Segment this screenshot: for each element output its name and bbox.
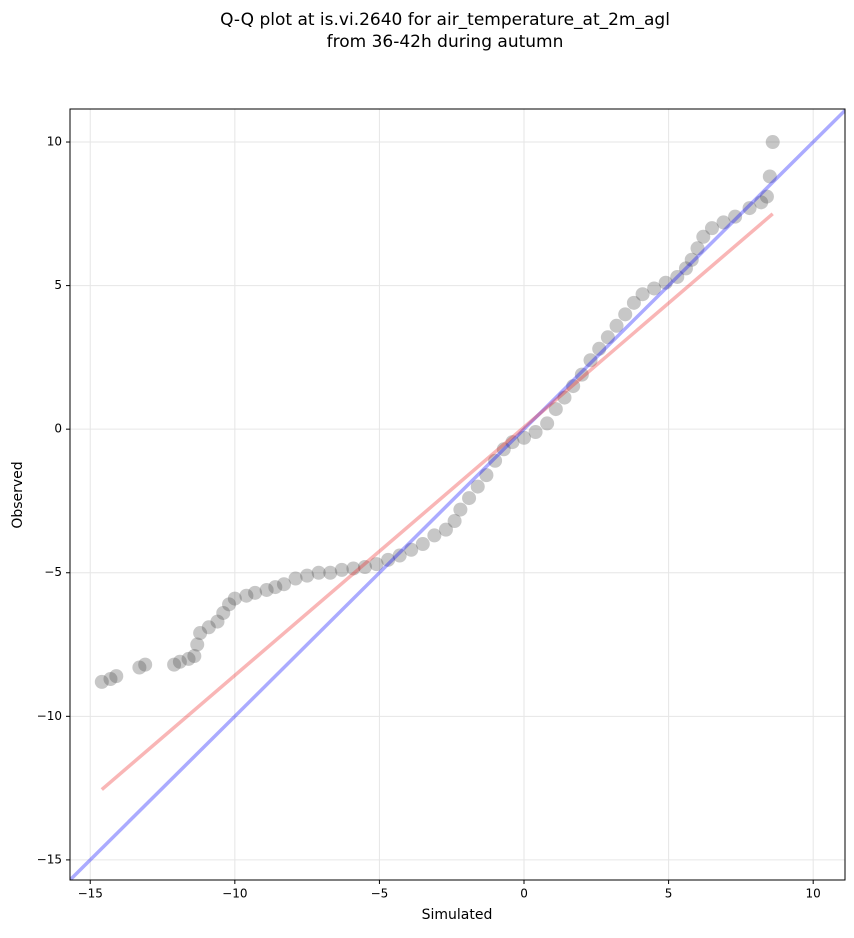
point: [438, 522, 453, 537]
x-tick-label: 5: [665, 887, 673, 901]
point: [222, 597, 237, 612]
point: [187, 649, 202, 664]
point: [94, 674, 109, 689]
point: [381, 552, 396, 567]
point: [496, 442, 511, 457]
reference-line: [70, 109, 845, 880]
plot-frame: [69, 108, 846, 881]
point: [323, 565, 338, 580]
x-tick-label: 0: [520, 887, 528, 901]
x-tick-label: −15: [78, 887, 103, 901]
point: [404, 542, 419, 557]
point: [268, 580, 283, 595]
y-tick-label: −5: [44, 565, 62, 579]
point: [658, 275, 673, 290]
point: [190, 637, 205, 652]
point: [765, 135, 780, 150]
point: [684, 252, 699, 267]
point: [453, 502, 468, 517]
point: [415, 537, 430, 552]
point: [227, 591, 242, 606]
y-tick-label: −10: [37, 709, 62, 723]
y-tick-label: −15: [37, 852, 62, 866]
point: [300, 568, 315, 583]
point: [201, 620, 216, 635]
point: [716, 215, 731, 230]
point: [103, 671, 118, 686]
point: [288, 571, 303, 586]
point: [759, 189, 774, 204]
point: [369, 557, 384, 572]
point: [728, 209, 743, 224]
point: [647, 281, 662, 296]
point: [427, 528, 442, 543]
point: [276, 577, 291, 592]
point: [574, 367, 589, 382]
point: [239, 588, 254, 603]
x-axis-label: Simulated: [422, 907, 493, 923]
point: [210, 614, 225, 629]
point: [172, 654, 187, 669]
point: [696, 229, 711, 244]
point: [626, 295, 641, 310]
chart-title: from 36-42h during autumn: [327, 32, 564, 52]
point: [678, 261, 693, 276]
x-tick-label: 10: [806, 887, 821, 901]
point: [704, 221, 719, 236]
point: [566, 379, 581, 394]
point: [609, 318, 624, 333]
point: [109, 669, 124, 684]
point: [470, 479, 485, 494]
point: [138, 657, 153, 672]
point: [505, 435, 520, 450]
point: [357, 560, 372, 575]
point: [132, 660, 147, 675]
point: [670, 269, 685, 284]
point: [193, 626, 208, 641]
point: [392, 548, 407, 563]
point: [635, 287, 650, 302]
chart-title: Q-Q plot at is.vi.2640 for air_temperatu…: [220, 10, 670, 30]
point: [248, 585, 263, 600]
point: [488, 453, 503, 468]
reference-line: [100, 212, 774, 791]
point: [517, 430, 532, 445]
y-tick-label: 10: [47, 135, 62, 149]
point: [462, 491, 477, 506]
point: [618, 307, 633, 322]
point: [548, 402, 563, 417]
point: [592, 341, 607, 356]
point: [762, 169, 777, 184]
point: [557, 390, 572, 405]
point: [754, 195, 769, 210]
point: [334, 562, 349, 577]
x-tick-label: −10: [222, 887, 247, 901]
point: [259, 582, 274, 597]
y-tick-label: 5: [54, 278, 62, 292]
point: [583, 353, 598, 368]
point: [216, 605, 231, 620]
point: [600, 330, 615, 345]
x-tick-label: −5: [371, 887, 389, 901]
point: [479, 468, 494, 483]
point: [528, 425, 543, 440]
y-axis-label: Observed: [10, 461, 26, 528]
point: [447, 514, 462, 529]
point: [181, 651, 196, 666]
y-tick-label: 0: [54, 422, 62, 436]
point: [311, 565, 326, 580]
point: [346, 561, 361, 576]
point: [690, 241, 705, 256]
point: [167, 657, 182, 672]
point: [540, 416, 555, 431]
point: [742, 201, 757, 216]
